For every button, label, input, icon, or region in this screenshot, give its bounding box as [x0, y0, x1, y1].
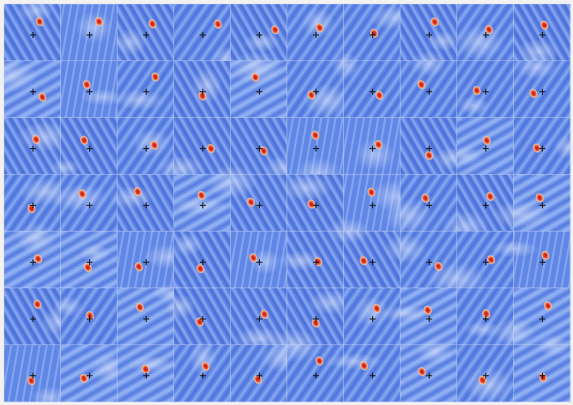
tile	[114, 4, 174, 61]
tile-highlight	[427, 31, 459, 51]
tile-grid	[0, 0, 573, 405]
tile-highlight	[173, 234, 203, 257]
tile-highlight	[331, 52, 360, 79]
tile	[513, 334, 570, 402]
tile	[174, 61, 231, 118]
tile-highlight	[127, 355, 175, 373]
tile-highlight	[16, 222, 56, 255]
tile	[513, 55, 570, 118]
tile-highlight	[449, 146, 482, 166]
tile-highlight	[417, 339, 453, 364]
tile-highlight	[457, 96, 489, 115]
page: (() => { const data = JSON.parse(documen…	[0, 0, 573, 405]
tile	[173, 231, 231, 288]
tile-highlight	[324, 353, 384, 369]
tile-highlight	[75, 12, 112, 44]
tile	[456, 4, 514, 61]
tile-highlight	[464, 367, 514, 402]
tile-highlight	[53, 296, 83, 317]
tile	[52, 174, 118, 231]
tile-highlight	[50, 159, 81, 176]
tile	[513, 118, 573, 175]
tile	[400, 118, 465, 175]
tile-highlight	[281, 175, 332, 201]
tile	[513, 4, 570, 64]
tile	[4, 0, 61, 61]
tile	[114, 61, 175, 118]
tile	[457, 61, 514, 118]
tile-highlight	[207, 165, 258, 198]
tile-highlight	[165, 295, 196, 319]
tile-highlight	[491, 240, 539, 257]
tile-highlight	[114, 29, 147, 56]
tile-highlight	[537, 334, 569, 357]
tile	[61, 61, 126, 118]
tile	[230, 51, 287, 118]
tile	[400, 339, 457, 402]
tile	[61, 4, 118, 61]
tile	[165, 288, 231, 345]
tile-highlight	[114, 89, 166, 110]
tile-highlight	[189, 341, 217, 377]
tile-highlight	[171, 197, 228, 215]
tile-highlight	[456, 25, 505, 60]
tile-highlight	[269, 329, 321, 362]
tile	[109, 174, 174, 231]
tile-highlight	[52, 184, 109, 211]
tile-mosaic	[0, 0, 573, 405]
tile	[117, 345, 174, 402]
tile	[61, 231, 118, 288]
tile-highlight	[410, 51, 447, 77]
tile	[174, 341, 231, 403]
tile-highlight	[384, 198, 431, 233]
tile-highlight	[192, 68, 223, 104]
tile	[457, 345, 514, 403]
tile	[449, 118, 514, 175]
tile-highlight	[302, 7, 335, 38]
tile-highlight	[491, 201, 550, 229]
tile	[287, 4, 344, 61]
tile	[0, 60, 61, 119]
tile-highlight	[80, 244, 111, 263]
tile	[400, 51, 457, 118]
tile-highlight	[384, 234, 426, 263]
tile	[4, 345, 67, 405]
tile	[53, 288, 118, 345]
tile	[4, 222, 61, 289]
tile	[344, 118, 401, 175]
tile-highlight	[515, 55, 558, 79]
tile-highlight	[493, 318, 535, 348]
